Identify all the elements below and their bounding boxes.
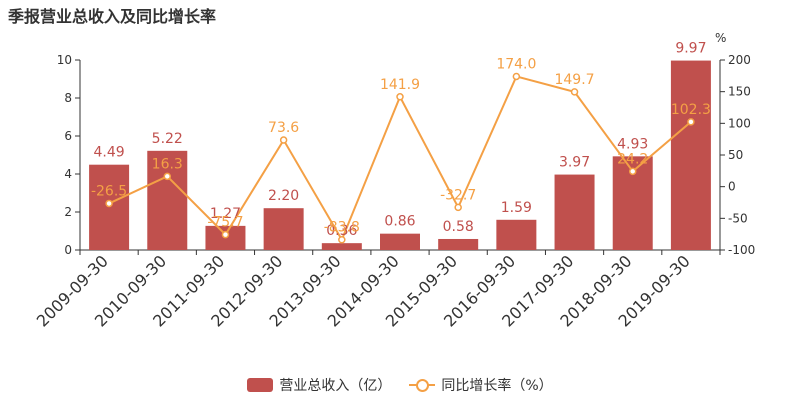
chart-title: 季报营业总收入及同比增长率 [8, 7, 217, 26]
bar-value-label: 2.20 [268, 188, 299, 204]
bar-revenue [380, 233, 420, 250]
y-left-tick-label: 2 [64, 205, 72, 219]
growth-value-label: -26.5 [91, 183, 127, 199]
y-right-tick-label: 50 [728, 148, 743, 162]
bar-revenue [496, 219, 537, 250]
bar-value-label: 5.22 [152, 131, 183, 147]
bar-revenue [263, 208, 304, 250]
growth-point [687, 118, 695, 126]
bar-value-label: 1.59 [501, 200, 532, 216]
bar-value-label: 0.86 [384, 214, 415, 230]
legend-item-revenue[interactable]: 营业总收入（亿） [247, 375, 391, 395]
line-layer [105, 72, 695, 244]
growth-value-label: -32.7 [440, 187, 476, 203]
y-right-tick-label: 150 [728, 85, 751, 99]
growth-value-label: -83.8 [324, 220, 360, 236]
growth-value-label: 174.0 [496, 56, 536, 72]
bar-value-label: 0.58 [443, 219, 474, 235]
growth-value-label: 141.9 [380, 77, 420, 93]
growth-point [105, 199, 113, 208]
growth-point [163, 172, 172, 181]
y-right-tick-label: 200 [728, 53, 751, 67]
y-right-tick-label: 0 [728, 180, 736, 194]
legend-label-growth: 同比增长率（%） [441, 378, 553, 394]
legend-item-growth[interactable]: 同比增长率（%） [409, 375, 553, 395]
growth-value-label: 16.3 [152, 156, 183, 172]
bar-value-label: 3.97 [559, 155, 590, 171]
growth-point [512, 72, 521, 81]
bar-revenue [438, 238, 479, 250]
y-right-tick-label: -100 [728, 243, 755, 257]
growth-value-label: 73.6 [268, 120, 299, 136]
y-left-tick-label: 10 [57, 53, 72, 67]
bar-revenue [147, 150, 188, 250]
y-right-tick-label: -50 [728, 211, 748, 225]
y-right-unit: % [715, 31, 726, 45]
legend-bar-swatch [247, 378, 274, 392]
bar-revenue [554, 174, 595, 250]
bar-value-label: 0.36 [326, 223, 357, 239]
growth-point [454, 203, 462, 212]
growth-point [396, 93, 404, 101]
bar-value-label: 4.49 [94, 145, 125, 161]
bar-revenue [670, 60, 711, 250]
y-right-tick-label: 100 [728, 116, 751, 130]
growth-point [221, 230, 230, 239]
growth-point [628, 167, 637, 176]
legend-label-revenue: 营业总收入（亿） [279, 378, 392, 394]
bar-revenue [89, 164, 130, 250]
growth-point [279, 136, 288, 144]
legend-line-swatch [409, 378, 436, 392]
y-left-tick-label: 0 [64, 243, 72, 257]
labels-layer: 4.49 5.22 1.27 2.20 0.36 0.86 0.58 1.59 3.97 4.93… [91, 41, 711, 240]
bar-value-label: 9.97 [675, 41, 706, 57]
bar-value-label: 4.93 [617, 136, 648, 152]
growth-value-label: 24.2 [617, 151, 648, 167]
growth-value-label: 149.7 [554, 72, 594, 88]
growth-point [570, 88, 579, 96]
y-left-tick-label: 8 [64, 91, 72, 105]
bar-value-label: 1.27 [210, 206, 241, 222]
legend: 营业总收入（亿） 同比增长率（%） [0, 374, 800, 396]
y-left-tick-label: 4 [64, 167, 72, 181]
growth-point [338, 235, 346, 244]
bar-revenue [321, 243, 362, 250]
growth-value-label: -75.7 [207, 215, 243, 231]
y-left-tick-label: 6 [64, 129, 72, 143]
growth-value-label: 102.3 [671, 102, 711, 118]
